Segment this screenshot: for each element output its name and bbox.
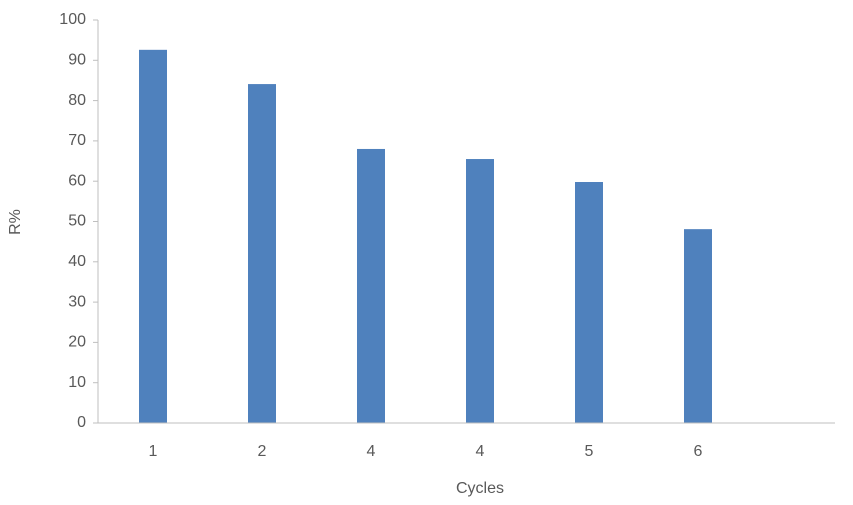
y-tick-label: 100 <box>59 11 86 28</box>
y-tick-label: 0 <box>77 414 86 431</box>
y-tick-label: 40 <box>68 253 86 270</box>
y-tick-label: 60 <box>68 172 86 189</box>
y-tick-label: 80 <box>68 92 86 109</box>
x-tick-label: 2 <box>258 443 267 460</box>
x-tick-label: 4 <box>367 443 376 460</box>
y-tick-label: 90 <box>68 52 86 69</box>
y-tick-label: 70 <box>68 132 86 149</box>
x-axis-label: Cycles <box>456 480 504 497</box>
bar <box>139 49 167 424</box>
x-tick-label: 4 <box>476 443 485 460</box>
bar <box>684 229 712 423</box>
x-tick-label: 6 <box>694 443 703 460</box>
y-tick-label: 50 <box>68 213 86 230</box>
bar <box>357 148 385 423</box>
bar <box>575 182 603 423</box>
bar <box>248 84 276 424</box>
y-tick-label: 10 <box>68 374 86 391</box>
x-tick-label: 1 <box>149 443 158 460</box>
bar <box>466 159 494 423</box>
x-tick-label: 5 <box>585 443 594 460</box>
y-tick-label: 30 <box>68 293 86 310</box>
y-tick-label: 20 <box>68 334 86 351</box>
y-axis-label: R% <box>7 209 24 235</box>
